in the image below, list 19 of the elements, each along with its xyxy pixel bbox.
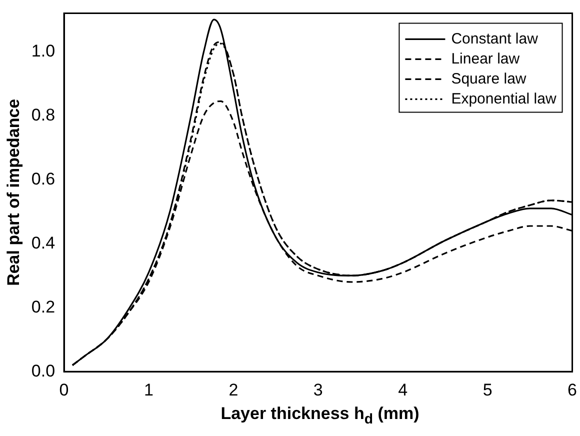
y-tick-label: 0.8 — [31, 105, 56, 124]
x-tick-label: 0 — [59, 380, 69, 400]
y-tick-label: 0.0 — [31, 361, 56, 380]
x-tick-label: 2 — [228, 380, 238, 400]
legend-label: Exponential law — [451, 90, 556, 108]
legend-label: Square law — [451, 70, 526, 88]
x-axis-title: Layer thickness h$_{d}$ (mm) — [220, 404, 420, 428]
legend-label: Linear law — [451, 50, 520, 68]
legend-label: Constant law — [451, 30, 538, 48]
x-tick-label: 3 — [313, 380, 323, 400]
x-tick-label: 1 — [144, 380, 154, 400]
y-axis-title: Real part of impedance — [4, 98, 23, 286]
y-tick-label: 1.0 — [31, 41, 56, 60]
y-tick-label: 0.4 — [31, 233, 56, 252]
y-tick-label: 0.2 — [31, 297, 56, 316]
y-tick-label: 0.6 — [31, 169, 56, 188]
x-tick-label: 6 — [568, 380, 578, 400]
x-tick-label: 5 — [482, 380, 492, 400]
x-tick-label: 4 — [398, 380, 408, 400]
